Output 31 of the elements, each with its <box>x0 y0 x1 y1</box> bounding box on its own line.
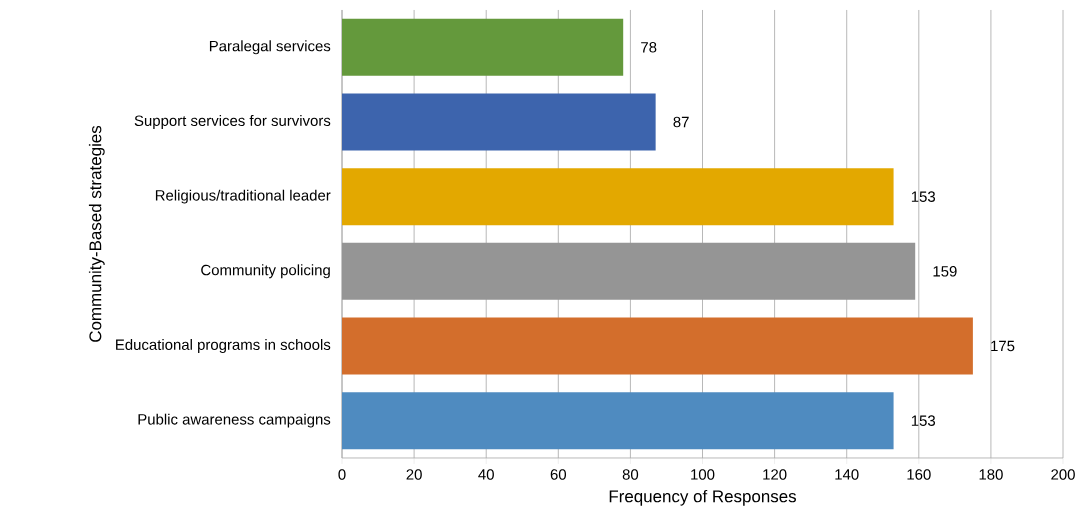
x-tick-label: 40 <box>478 469 494 480</box>
bar <box>342 18 624 76</box>
y-tick-label: Community policing <box>201 264 330 279</box>
data-label: 153 <box>911 415 936 426</box>
y-axis-title: Community-Based strategies <box>88 125 105 342</box>
x-axis-title: Frequency of Responses <box>609 489 796 506</box>
data-label: 153 <box>911 191 936 202</box>
bar <box>342 93 656 151</box>
y-tick-label: Educational programs in schools <box>116 339 331 353</box>
y-tick-label: Support services for survivors <box>134 115 331 129</box>
bar <box>342 242 916 300</box>
x-tick-label: 20 <box>406 469 422 480</box>
x-tick-label: 60 <box>550 469 567 480</box>
x-tick-label: 120 <box>763 469 787 480</box>
data-label: 175 <box>991 340 1015 352</box>
y-tick-label: Religious/traditional leader <box>155 189 331 204</box>
y-tick-label: Public awareness campaigns <box>138 413 331 428</box>
x-tick-label: 180 <box>979 469 1003 480</box>
x-tick-label: 160 <box>907 469 931 480</box>
x-tick-label: 100 <box>691 469 715 480</box>
bar <box>342 317 973 375</box>
data-label: 159 <box>933 266 957 277</box>
x-tick-label: 140 <box>835 469 859 480</box>
x-tick-label: 200 <box>1051 469 1075 480</box>
bar <box>342 168 894 226</box>
data-label: 78 <box>641 42 657 53</box>
x-tick-label: 80 <box>622 469 639 480</box>
data-label: 87 <box>673 116 689 128</box>
bar <box>342 392 894 450</box>
y-tick-label: Paralegal services <box>209 40 331 55</box>
x-tick-label: 0 <box>338 469 346 480</box>
